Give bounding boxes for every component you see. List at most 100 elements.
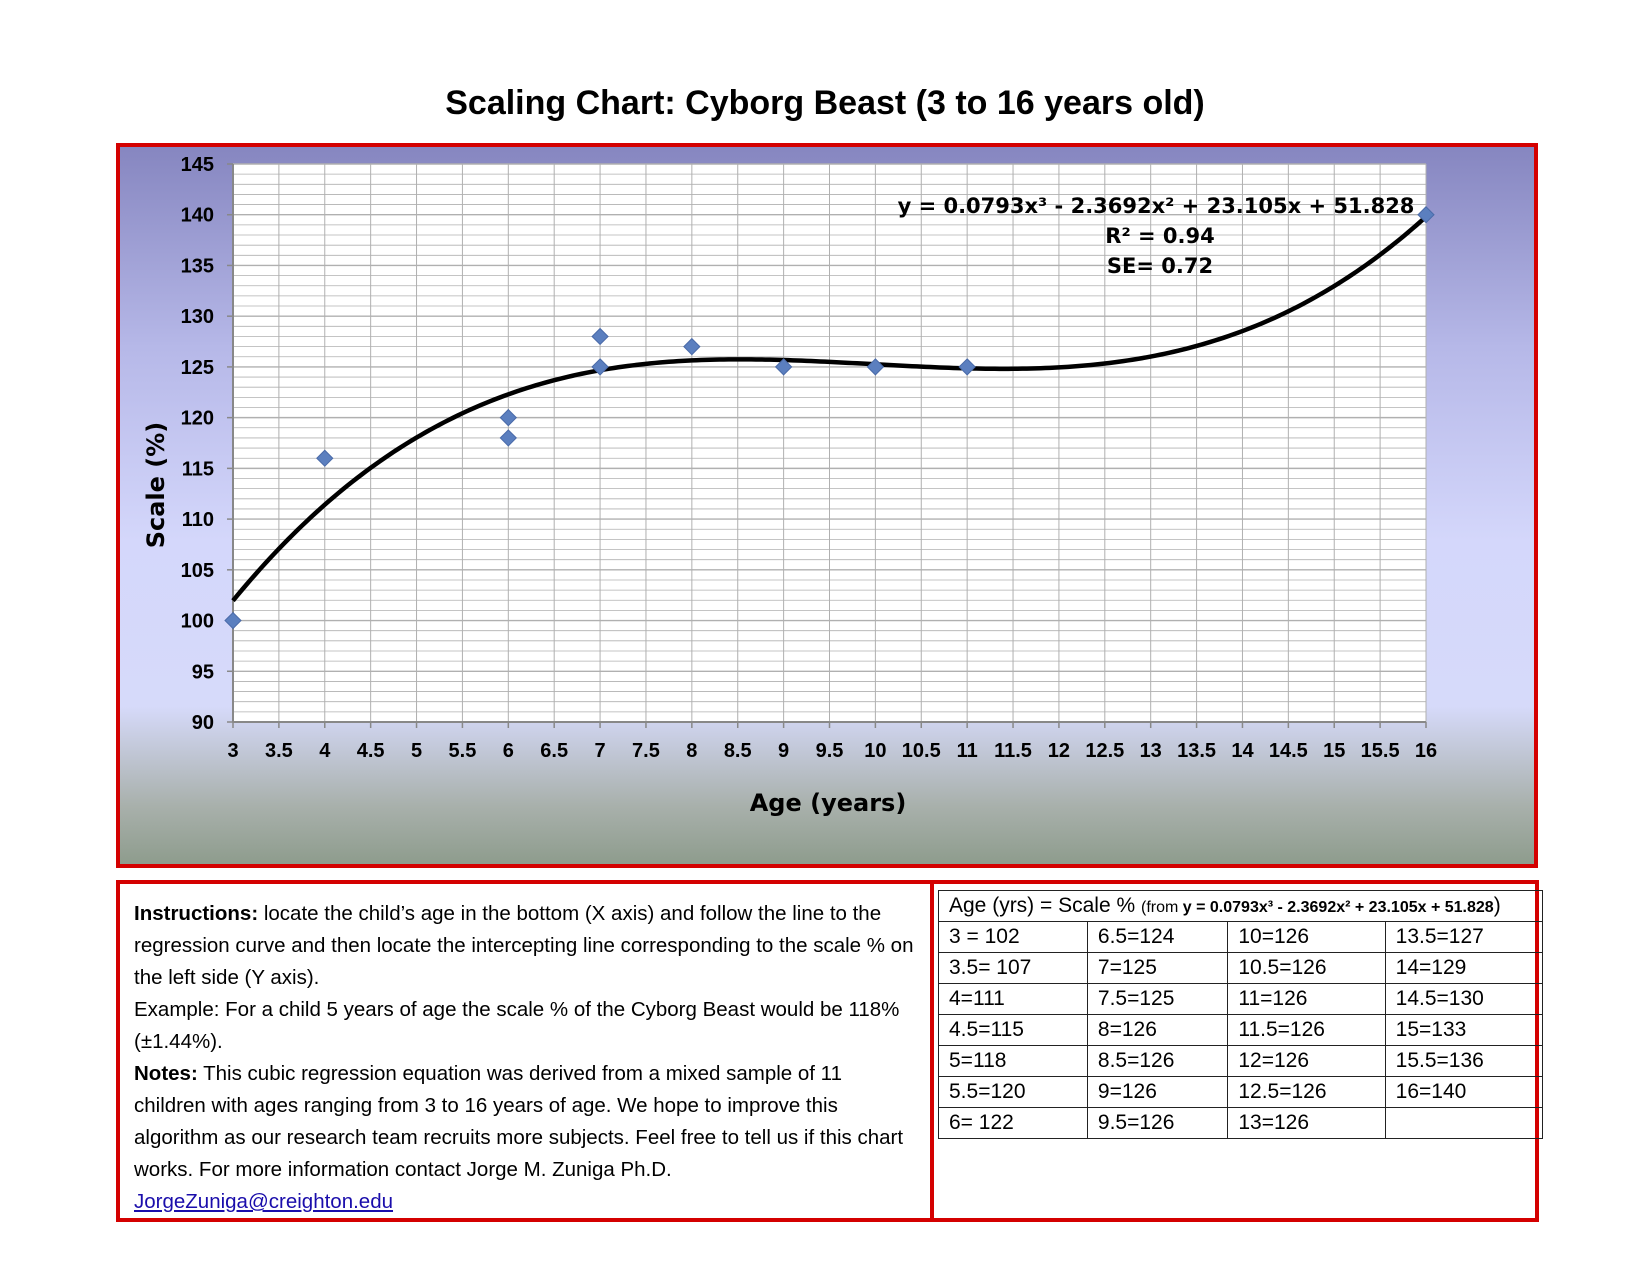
table-header: Age (yrs) = Scale % (from y = 0.0793x³ -… bbox=[938, 890, 1543, 922]
data-point bbox=[1417, 206, 1435, 224]
trendline-equation: y = 0.0793x³ - 2.3692x² + 23.105x + 51.8… bbox=[898, 194, 1415, 218]
trendline bbox=[231, 215, 1428, 603]
x-tick-label: 11.5 bbox=[994, 740, 1032, 762]
y-tick-label: 90 bbox=[192, 712, 214, 734]
table-cell: 11.5=126 bbox=[1227, 1014, 1386, 1046]
table-cell: 8.5=126 bbox=[1086, 1045, 1229, 1077]
y-tick-label: 105 bbox=[181, 560, 214, 582]
table-cell: 8=126 bbox=[1086, 1014, 1229, 1046]
x-tick-labels: 3 3.5 4 4.5 5 5.5 6 6.5 7 7.5 8 8.5 9 9.5 10 10.5 11 11.5… bbox=[227, 722, 1437, 762]
x-tick-label: 10.5 bbox=[902, 740, 941, 762]
table-cell: 6.5=124 bbox=[1086, 921, 1229, 953]
x-tick-label: 13 bbox=[1140, 740, 1162, 762]
table-cell: 4=111 bbox=[938, 983, 1088, 1015]
table-cell: 5=118 bbox=[938, 1045, 1088, 1077]
x-tick-label: 7 bbox=[595, 740, 606, 762]
table-cell: 10=126 bbox=[1227, 921, 1386, 953]
table-body: 3 = 102 6.5=124 10=126 13.5=127 3.5= 107 7=12… bbox=[938, 921, 1544, 1139]
table-cell bbox=[1384, 1107, 1544, 1139]
table-cell: 4.5=115 bbox=[938, 1014, 1088, 1046]
x-tick-label: 13.5 bbox=[1177, 740, 1216, 762]
x-tick-label: 14 bbox=[1231, 740, 1254, 762]
y-axis-label: Scale (%) bbox=[142, 422, 170, 549]
data-point bbox=[774, 358, 793, 376]
y-tick-label: 140 bbox=[181, 205, 214, 227]
table-row: 5.5=120 9=126 12.5=126 16=140 bbox=[938, 1076, 1544, 1108]
trendline-r-squared: R² = 0.94 bbox=[1105, 224, 1214, 248]
y-tick-labels: 90 95 100 105 110 115 120 125 130 135 140 145 bbox=[181, 154, 233, 734]
table-cell: 16=140 bbox=[1384, 1076, 1544, 1108]
y-tick-label: 100 bbox=[181, 611, 214, 633]
y-tick-label: 95 bbox=[192, 661, 214, 683]
table-cell: 12.5=126 bbox=[1227, 1076, 1386, 1108]
x-tick-label: 5 bbox=[411, 740, 422, 762]
x-tick-label: 8.5 bbox=[724, 740, 752, 762]
x-tick-label: 4 bbox=[319, 740, 331, 762]
data-point bbox=[591, 327, 609, 346]
table-cell: 15.5=136 bbox=[1384, 1045, 1544, 1077]
x-tick-label: 16 bbox=[1415, 740, 1437, 762]
table-header-main: Age (yrs) = Scale % bbox=[949, 894, 1141, 917]
x-tick-label: 12 bbox=[1048, 740, 1070, 762]
x-tick-label: 9.5 bbox=[816, 740, 844, 762]
data-point bbox=[224, 611, 242, 630]
instructions-panel: Instructions: locate the child’s age in … bbox=[116, 880, 934, 1222]
notes-label: Notes: bbox=[134, 1062, 198, 1085]
table-cell: 9=126 bbox=[1086, 1076, 1229, 1108]
x-tick-label: 15.5 bbox=[1361, 740, 1400, 762]
y-tick-label: 135 bbox=[181, 255, 214, 277]
table-cell: 7=125 bbox=[1086, 952, 1229, 984]
table-row: 3.5= 107 7=125 10.5=126 14=129 bbox=[938, 952, 1544, 984]
x-tick-label: 10 bbox=[864, 740, 886, 762]
x-tick-label: 11 bbox=[957, 740, 978, 762]
y-tick-label: 125 bbox=[181, 357, 214, 379]
x-tick-label: 5.5 bbox=[449, 740, 477, 762]
table-cell: 6= 122 bbox=[938, 1107, 1088, 1139]
table-cell: 14.5=130 bbox=[1384, 983, 1544, 1015]
page-title: Scaling Chart: Cyborg Beast (3 to 16 yea… bbox=[445, 84, 1205, 122]
instructions-text: locate the child’s age in the bottom (X … bbox=[134, 902, 914, 989]
table-cell: 9.5=126 bbox=[1086, 1107, 1229, 1139]
table-row: 4.5=115 8=126 11.5=126 15=133 bbox=[938, 1014, 1544, 1046]
data-point bbox=[591, 358, 609, 376]
x-tick-label: 15 bbox=[1323, 740, 1345, 762]
x-tick-label: 9 bbox=[778, 740, 789, 762]
table-cell: 3.5= 107 bbox=[938, 952, 1088, 984]
table-header-close: ) bbox=[1493, 894, 1501, 917]
notes-text: This cubic regression equation was deriv… bbox=[134, 1062, 904, 1181]
y-tick-label: 120 bbox=[181, 408, 214, 430]
instructions-paragraph: Instructions: locate the child’s age in … bbox=[134, 898, 916, 994]
trendline-standard-error: SE= 0.72 bbox=[1107, 254, 1213, 278]
x-tick-label: 7.5 bbox=[632, 740, 660, 762]
example-paragraph: Example: For a child 5 years of age the … bbox=[134, 998, 900, 1053]
x-tick-label: 3.5 bbox=[265, 740, 293, 762]
y-tick-label: 110 bbox=[182, 509, 214, 531]
table-row: 3 = 102 6.5=124 10=126 13.5=127 bbox=[938, 921, 1544, 953]
table-row: 4=111 7.5=125 11=126 14.5=130 bbox=[938, 983, 1544, 1015]
data-point bbox=[866, 358, 885, 376]
scale-table-panel: Age (yrs) = Scale % (from y = 0.0793x³ -… bbox=[930, 880, 1544, 1222]
contact-email-link[interactable]: JorgeZuniga@creighton.edu bbox=[134, 1190, 394, 1213]
x-tick-label: 4.5 bbox=[357, 740, 385, 762]
scale-table: Age (yrs) = Scale % (from y = 0.0793x³ -… bbox=[938, 890, 1544, 1139]
table-cell: 11=126 bbox=[1227, 983, 1386, 1015]
notes-paragraph: Notes: This cubic regression equation wa… bbox=[134, 1058, 916, 1186]
data-point bbox=[316, 449, 334, 467]
table-row: 5=118 8.5=126 12=126 15.5=136 bbox=[938, 1045, 1544, 1077]
table-cell: 15=133 bbox=[1384, 1014, 1544, 1046]
table-cell: 13=126 bbox=[1227, 1107, 1386, 1139]
x-tick-label: 8 bbox=[686, 740, 697, 762]
cubic-trendline bbox=[231, 215, 1428, 603]
table-cell: 14=129 bbox=[1384, 952, 1544, 984]
table-cell: 12=126 bbox=[1227, 1045, 1386, 1077]
chart-panel: 90 95 100 105 110 115 120 125 130 135 140 145 3 3.5 4… bbox=[116, 143, 1538, 868]
data-point bbox=[499, 429, 518, 447]
table-cell: 10.5=126 bbox=[1227, 952, 1386, 984]
data-point bbox=[958, 358, 976, 376]
x-tick-label: 6.5 bbox=[540, 740, 568, 762]
x-tick-label: 12.5 bbox=[1085, 740, 1124, 762]
table-header-row: Age (yrs) = Scale % (from y = 0.0793x³ -… bbox=[938, 890, 1543, 922]
table-row: 6= 122 9.5=126 13=126 bbox=[938, 1107, 1544, 1139]
table-header-source: (from y = 0.0793x³ - 2.3692x² + 23.105x … bbox=[1140, 899, 1494, 916]
